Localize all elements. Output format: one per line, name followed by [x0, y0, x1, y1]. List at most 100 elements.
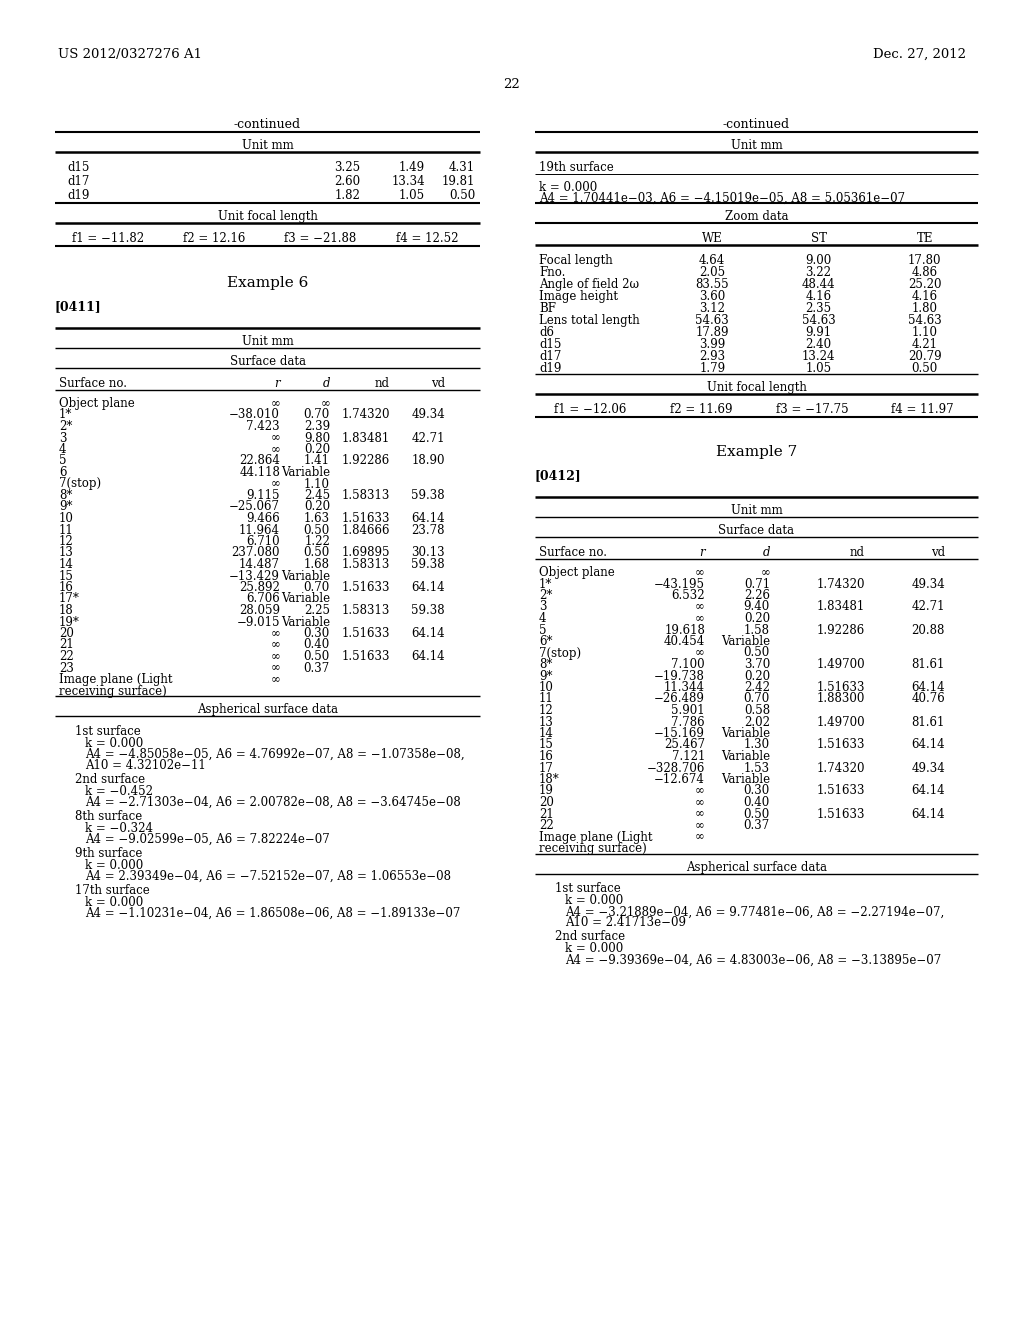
Text: −15.169: −15.169: [654, 727, 705, 741]
Text: 16: 16: [539, 750, 554, 763]
Text: 1st surface: 1st surface: [75, 725, 140, 738]
Text: 1.82: 1.82: [334, 189, 360, 202]
Text: 22: 22: [539, 818, 554, 832]
Text: Variable: Variable: [281, 569, 330, 582]
Text: 20: 20: [539, 796, 554, 809]
Text: 22.864: 22.864: [240, 454, 280, 467]
Text: 30.13: 30.13: [412, 546, 445, 560]
Text: 0.20: 0.20: [743, 669, 770, 682]
Text: Zoom data: Zoom data: [725, 210, 788, 223]
Text: 1.92286: 1.92286: [342, 454, 390, 467]
Text: A4 = −1.10231e−04, A6 = 1.86508e−06, A8 = −1.89133e−07: A4 = −1.10231e−04, A6 = 1.86508e−06, A8 …: [85, 907, 461, 920]
Text: −328.706: −328.706: [646, 762, 705, 775]
Text: 21: 21: [59, 639, 74, 652]
Text: 64.14: 64.14: [412, 627, 445, 640]
Text: 0.70: 0.70: [304, 581, 330, 594]
Text: 1.05: 1.05: [399, 189, 425, 202]
Text: 0.30: 0.30: [304, 627, 330, 640]
Text: 9.91: 9.91: [806, 326, 831, 339]
Text: A4 = −4.85058e−05, A6 = 4.76992e−07, A8 = −1.07358e−08,: A4 = −4.85058e−05, A6 = 4.76992e−07, A8 …: [85, 748, 465, 762]
Text: 5: 5: [59, 454, 67, 467]
Text: ∞: ∞: [695, 808, 705, 821]
Text: 1*: 1*: [59, 408, 73, 421]
Text: 0.50: 0.50: [911, 362, 938, 375]
Text: 5: 5: [539, 623, 547, 636]
Text: -continued: -continued: [723, 117, 791, 131]
Text: 25.20: 25.20: [908, 279, 942, 290]
Text: 237.080: 237.080: [231, 546, 280, 560]
Text: 28.059: 28.059: [239, 605, 280, 616]
Text: 4.86: 4.86: [911, 267, 938, 279]
Text: ∞: ∞: [270, 478, 280, 491]
Text: Variable: Variable: [721, 635, 770, 648]
Text: 17.89: 17.89: [695, 326, 729, 339]
Text: 0.37: 0.37: [304, 661, 330, 675]
Text: 17*: 17*: [59, 593, 80, 606]
Text: nd: nd: [850, 546, 865, 558]
Text: A10 = 2.41713e−09: A10 = 2.41713e−09: [565, 916, 686, 929]
Text: -continued: -continued: [233, 117, 301, 131]
Text: 1.53: 1.53: [743, 762, 770, 775]
Text: Image plane (Light: Image plane (Light: [59, 673, 172, 686]
Text: 4.64: 4.64: [699, 253, 725, 267]
Text: 54.63: 54.63: [908, 314, 942, 327]
Text: 54.63: 54.63: [802, 314, 836, 327]
Text: 6.710: 6.710: [247, 535, 280, 548]
Text: 1.79: 1.79: [699, 362, 725, 375]
Text: vd: vd: [931, 546, 945, 558]
Text: ∞: ∞: [270, 627, 280, 640]
Text: 19.81: 19.81: [441, 176, 475, 187]
Text: 6.706: 6.706: [246, 593, 280, 606]
Text: 9.115: 9.115: [247, 488, 280, 502]
Text: 0.71: 0.71: [743, 578, 770, 590]
Text: 20.79: 20.79: [908, 350, 942, 363]
Text: Image height: Image height: [539, 290, 618, 304]
Text: ∞: ∞: [270, 649, 280, 663]
Text: Variable: Variable: [721, 774, 770, 785]
Text: d17: d17: [539, 350, 561, 363]
Text: ∞: ∞: [695, 601, 705, 614]
Text: A4 = 2.39349e−04, A6 = −7.52152e−07, A8 = 1.06553e−08: A4 = 2.39349e−04, A6 = −7.52152e−07, A8 …: [85, 870, 451, 883]
Text: 8th surface: 8th surface: [75, 810, 142, 822]
Text: 1.22: 1.22: [304, 535, 330, 548]
Text: BF: BF: [539, 302, 556, 315]
Text: Focal length: Focal length: [539, 253, 612, 267]
Text: 1.49: 1.49: [399, 161, 425, 174]
Text: 0.20: 0.20: [304, 500, 330, 513]
Text: 2.40: 2.40: [806, 338, 831, 351]
Text: k = 0.000: k = 0.000: [565, 895, 624, 908]
Text: 2.93: 2.93: [699, 350, 725, 363]
Text: 49.34: 49.34: [911, 578, 945, 590]
Text: 6*: 6*: [539, 635, 553, 648]
Text: 42.71: 42.71: [911, 601, 945, 614]
Text: 1.58: 1.58: [744, 623, 770, 636]
Text: 3.12: 3.12: [699, 302, 725, 315]
Text: ST: ST: [811, 232, 826, 246]
Text: 2.25: 2.25: [304, 605, 330, 616]
Text: ∞: ∞: [270, 444, 280, 455]
Text: 1.74320: 1.74320: [341, 408, 390, 421]
Text: 0.40: 0.40: [304, 639, 330, 652]
Text: Variable: Variable: [721, 750, 770, 763]
Text: 6.532: 6.532: [672, 589, 705, 602]
Text: Surface no.: Surface no.: [59, 378, 127, 389]
Text: 1.51633: 1.51633: [341, 581, 390, 594]
Text: 1.83481: 1.83481: [817, 601, 865, 614]
Text: 2.45: 2.45: [304, 488, 330, 502]
Text: 1.63: 1.63: [304, 512, 330, 525]
Text: d17: d17: [67, 176, 89, 187]
Text: 13.34: 13.34: [391, 176, 425, 187]
Text: 2.05: 2.05: [699, 267, 725, 279]
Text: 1.74320: 1.74320: [816, 762, 865, 775]
Text: ∞: ∞: [270, 397, 280, 411]
Text: Surface no.: Surface no.: [539, 546, 607, 558]
Text: f3 = −21.88: f3 = −21.88: [285, 232, 356, 246]
Text: 2.35: 2.35: [806, 302, 831, 315]
Text: 0.70: 0.70: [304, 408, 330, 421]
Text: 2.26: 2.26: [744, 589, 770, 602]
Text: 64.14: 64.14: [911, 738, 945, 751]
Text: [0412]: [0412]: [535, 469, 582, 482]
Text: k = 0.000: k = 0.000: [565, 942, 624, 956]
Text: Unit mm: Unit mm: [242, 335, 293, 348]
Text: 1.69895: 1.69895: [341, 546, 390, 560]
